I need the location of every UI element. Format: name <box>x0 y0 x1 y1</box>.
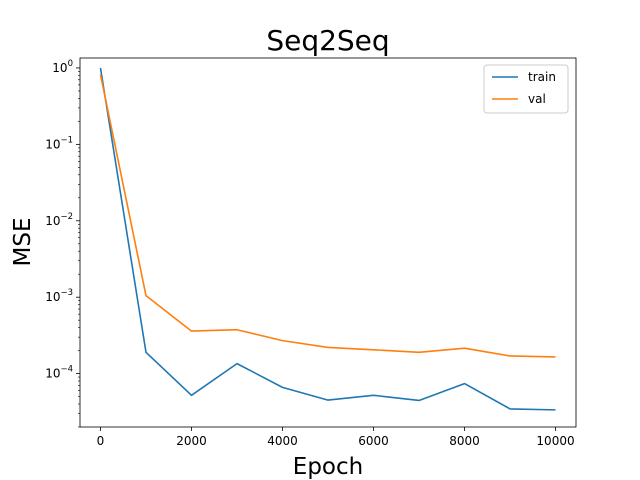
plot-area: 0 2000 4000 6000 8000 1000010010−110−210−310−… <box>45 57 577 448</box>
legend: train val <box>483 64 569 114</box>
y-tick-label-base: 10 <box>45 367 60 381</box>
y-tick-label: 10−3 <box>45 288 73 304</box>
y-tick-label: 100 <box>52 59 73 75</box>
x-tick-label: 2000 <box>176 434 207 448</box>
y-tick-label-base: 10 <box>45 290 60 304</box>
y-tick-label-base: 10 <box>45 137 60 151</box>
legend-label-train: train <box>528 70 556 84</box>
y-tick-label-exponent: −1 <box>60 135 73 145</box>
chart-title: Seq2Seq <box>266 24 389 57</box>
y-tick-label-exponent: −4 <box>60 365 73 375</box>
y-tick-label-base: 10 <box>52 61 67 75</box>
x-axis-label: Epoch <box>293 454 363 480</box>
y-axis-label: MSE <box>10 218 36 267</box>
series-line-train <box>99 67 556 411</box>
y-tick-label: 10−4 <box>45 365 73 381</box>
y-tick-label-base: 10 <box>45 214 60 228</box>
axes-frame <box>79 57 577 428</box>
x-tick-label: 8000 <box>449 434 480 448</box>
series-line-val <box>99 74 556 358</box>
x-tick-label: 0 <box>97 434 105 448</box>
legend-label-val: val <box>528 92 546 106</box>
y-tick-label: 10−2 <box>45 212 73 228</box>
y-tick-label-exponent: −2 <box>60 212 73 222</box>
x-tick-label: 6000 <box>358 434 389 448</box>
y-tick-label: 10−1 <box>45 135 73 151</box>
y-tick-label-exponent: 0 <box>68 59 73 69</box>
y-tick-label-exponent: −3 <box>60 288 73 298</box>
x-tick-label: 10000 <box>536 434 574 448</box>
x-tick-label: 4000 <box>267 434 298 448</box>
